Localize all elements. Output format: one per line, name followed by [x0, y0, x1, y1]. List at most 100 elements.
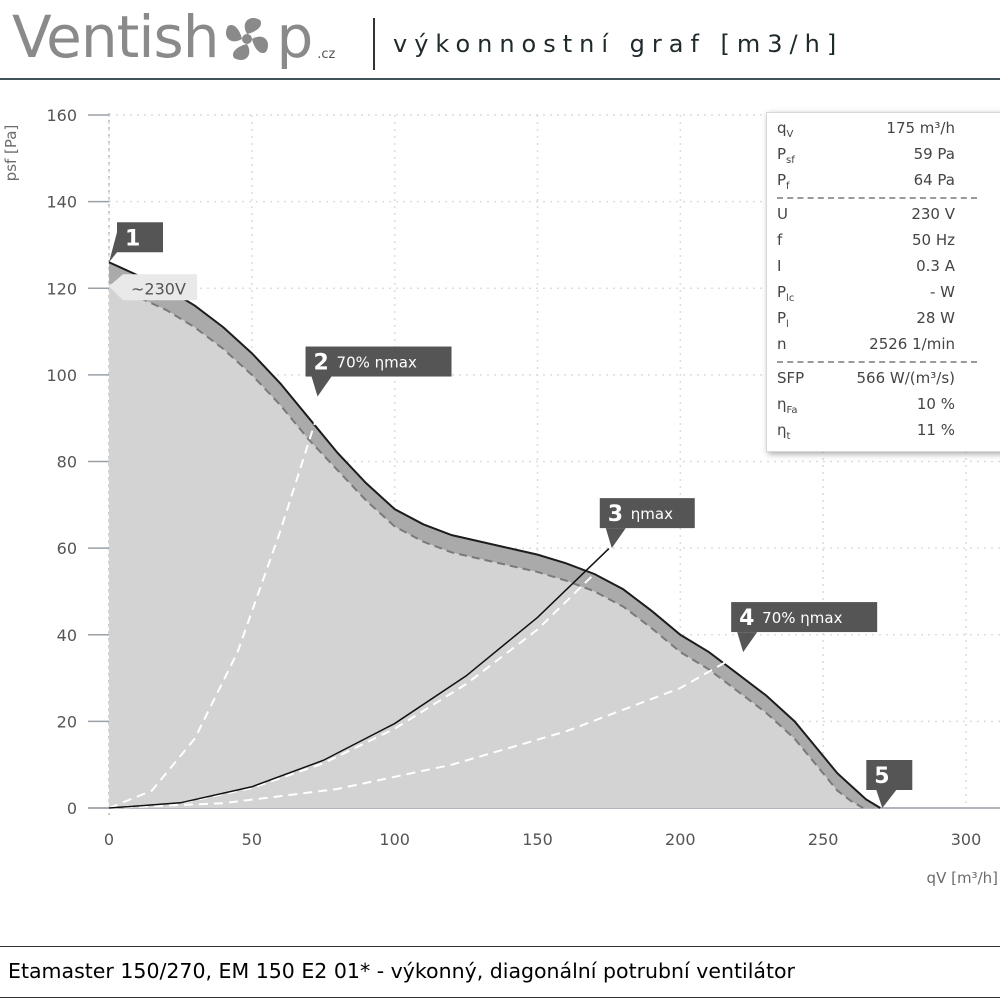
x-tick-label: 150 [522, 830, 553, 849]
marker-box [731, 602, 878, 633]
info-key-sub: sf [786, 155, 795, 166]
product-name: Etamaster 150/270, EM 150 E2 01* - výkon… [8, 959, 795, 983]
logo-text-right: p [276, 3, 314, 71]
logo-text-left: Ventish [12, 3, 219, 71]
x-tick-label: 0 [104, 830, 114, 849]
x-axis-label: qV [m³/h] [927, 869, 998, 887]
marker-pointer [605, 528, 626, 549]
operating-area [109, 283, 864, 808]
info-value: 2526 1/min [869, 335, 955, 353]
info-row: ηFa 10 % [767, 395, 1000, 421]
header: Ventish p .cz výkonnostní graf [m3/h] [0, 0, 1000, 80]
page-title: výkonnostní graf [m3/h] [393, 30, 844, 58]
info-row: n 2526 1/min [767, 335, 1000, 361]
info-key-sub: l [786, 319, 789, 330]
marker-label: 70% ηmax [762, 609, 842, 627]
system-curve [108, 548, 610, 809]
info-key: f [777, 231, 783, 249]
info-key-sub: Fa [786, 405, 798, 416]
info-row: f 50 Hz [767, 231, 1000, 257]
series-label-bg [109, 274, 197, 301]
marker-number: 3 [608, 502, 623, 527]
info-key-sub: lc [786, 293, 795, 304]
marker-number: 1 [125, 226, 140, 251]
info-key-sub: f [786, 181, 790, 192]
efficiency-line [108, 651, 744, 809]
info-key-sub: V [786, 129, 794, 140]
info-value: - W [929, 283, 955, 301]
fan-curve-dashed [117, 283, 864, 809]
x-tick-label: 250 [808, 830, 839, 849]
info-row: I 0.3 A [767, 257, 1000, 283]
marker-box [866, 760, 913, 790]
y-tick-label: 80 [57, 453, 77, 472]
info-key: I [777, 257, 782, 275]
y-tick-label: 60 [57, 539, 77, 558]
info-value: 59 Pa [913, 145, 955, 163]
info-row: Psf 59 Pa [767, 145, 1000, 171]
info-key: n [777, 335, 787, 353]
x-tick-label: 300 [951, 830, 982, 849]
info-value: 64 Pa [913, 171, 955, 189]
logo: Ventish p .cz [12, 2, 335, 72]
info-row: Pl 28 W [767, 309, 1000, 335]
info-value: 175 m³/h [886, 119, 955, 137]
marker-label: 70% ηmax [337, 354, 417, 372]
y-axis-label: psf [Pa] [2, 125, 20, 182]
info-separator [777, 361, 977, 363]
info-key: ηFa [777, 395, 798, 416]
marker-box [117, 222, 163, 253]
info-key: Psf [777, 145, 795, 166]
header-divider [373, 18, 375, 70]
fan-icon [226, 17, 269, 61]
y-tick-label: 20 [57, 712, 77, 731]
info-row: SFP 566 W/(m³/s) [767, 369, 1000, 395]
marker-box [599, 498, 695, 529]
marker-number: 5 [874, 764, 889, 789]
info-row: Pf 64 Pa [767, 171, 1000, 197]
y-tick-label: 120 [46, 279, 77, 298]
info-value: 0.3 A [916, 257, 955, 275]
info-key-sub: t [786, 431, 791, 442]
info-key: SFP [777, 369, 805, 387]
y-tick-label: 0 [67, 799, 77, 818]
series-label: ~230V [131, 279, 186, 298]
info-key: Pf [777, 171, 790, 192]
y-tick-label: 160 [46, 106, 77, 125]
info-key: Plc [777, 283, 795, 304]
logo-suffix: .cz [317, 47, 336, 62]
marker-number: 2 [314, 351, 329, 376]
info-value: 11 % [916, 421, 955, 439]
info-value: 50 Hz [911, 231, 955, 249]
info-row: qV 175 m³/h [767, 119, 1000, 145]
marker-pointer [876, 790, 897, 808]
x-tick-label: 50 [242, 830, 262, 849]
info-row: ηt 11 % [767, 421, 1000, 447]
marker-label: ηmax [631, 505, 673, 523]
y-tick-label: 40 [57, 626, 77, 645]
marker-pointer [311, 376, 332, 397]
info-key: qV [777, 119, 794, 140]
info-key: ηt [777, 421, 791, 442]
marker-box [305, 346, 452, 377]
info-separator [777, 197, 977, 199]
marker-pointer [737, 632, 758, 653]
info-key: U [777, 205, 788, 223]
marker-number: 4 [739, 606, 754, 631]
info-panel: qV 175 m³/h Psf 59 Pa Pf 64 Pa U 230 V f 50 Hz I 0.… [766, 112, 1000, 452]
y-tick-label: 140 [46, 193, 77, 212]
x-tick-label: 200 [665, 830, 696, 849]
info-row: Plc - W [767, 283, 1000, 309]
info-value: 28 W [916, 309, 955, 327]
fan-curve-solid [108, 261, 881, 809]
footer: Etamaster 150/270, EM 150 E2 01* - výkon… [0, 946, 1000, 998]
info-key: Pl [777, 309, 789, 330]
info-row: U 230 V [767, 205, 1000, 231]
x-tick-label: 100 [379, 830, 410, 849]
efficiency-line [108, 396, 325, 809]
info-value: 566 W/(m³/s) [856, 369, 955, 387]
curve-band [109, 262, 881, 808]
marker-pointer [109, 232, 117, 263]
y-tick-label: 100 [46, 366, 77, 385]
info-value: 10 % [916, 395, 955, 413]
